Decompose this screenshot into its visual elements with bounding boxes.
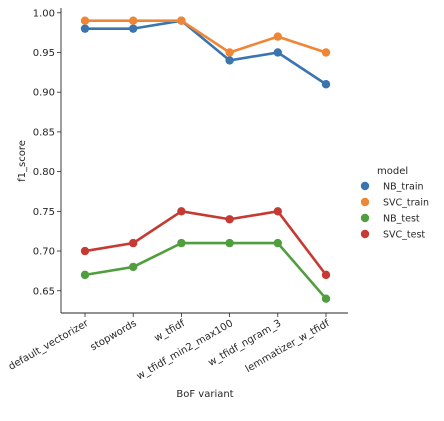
legend-entry: SVC_test [383,230,425,241]
data-point-NB_test [225,238,234,248]
legend-entry: NB_test [383,214,420,225]
data-point-SVC_train [80,16,90,25]
data-point-NB_test [177,238,186,248]
data-point-NB_train [225,56,234,65]
legend: model NB_train SVC_train NB_test SVC_test [360,166,429,241]
data-point-SVC_train [225,48,234,57]
legend-title: model [377,166,408,177]
data-point-SVC_test [129,238,138,248]
x-tick-label: lemmatizer_w_tfidf [244,318,332,375]
legend-entry: NB_train [383,182,424,193]
data-point-NB_test [321,294,331,303]
y-tick-label: 0.90 [33,88,55,99]
data-point-SVC_test [273,207,282,216]
y-tick-label: 1.00 [33,8,55,19]
legend-entry: SVC_train [383,198,429,209]
data-point-SVC_train [321,48,331,57]
legend-marker [360,229,370,239]
data-point-NB_train [129,24,138,33]
y-tick-label: 0.70 [33,247,55,258]
legend-marker [360,181,370,191]
x-tick-label: stopwords [89,318,139,353]
data-point-SVC_test [80,246,90,256]
series-line-SVC_train [85,19,327,54]
data-point-NB_test [273,238,282,248]
data-point-SVC_train [273,32,282,41]
data-point-NB_train [273,48,282,57]
data-point-SVC_test [177,207,186,216]
data-point-NB_train [80,24,90,33]
x-tick-label: default_vectorizer [7,318,91,373]
data-point-SVC_test [321,270,331,280]
data-point-SVC_train [129,16,138,25]
y-tick-label: 0.95 [33,48,55,59]
data-point-NB_test [80,270,90,280]
y-tick-label: 0.80 [33,167,55,178]
y-tick-label: 0.75 [33,207,55,218]
legend-marker [360,197,370,207]
data-point-NB_test [129,262,138,272]
x-axis-label: BoF variant [176,389,233,400]
data-point-SVC_train [177,16,186,25]
legend-marker [360,213,370,223]
data-point-NB_train [321,80,331,89]
y-tick-label: 0.85 [33,127,55,138]
y-tick-label: 0.65 [33,286,55,297]
y-axis-label: f1_score [17,140,28,182]
x-tick-label: w_tfidf [153,318,188,344]
series-line-SVC_test [84,210,328,276]
data-point-SVC_test [225,215,234,224]
series-line-NB_test [84,241,327,300]
series-line-NB_train [85,19,327,86]
